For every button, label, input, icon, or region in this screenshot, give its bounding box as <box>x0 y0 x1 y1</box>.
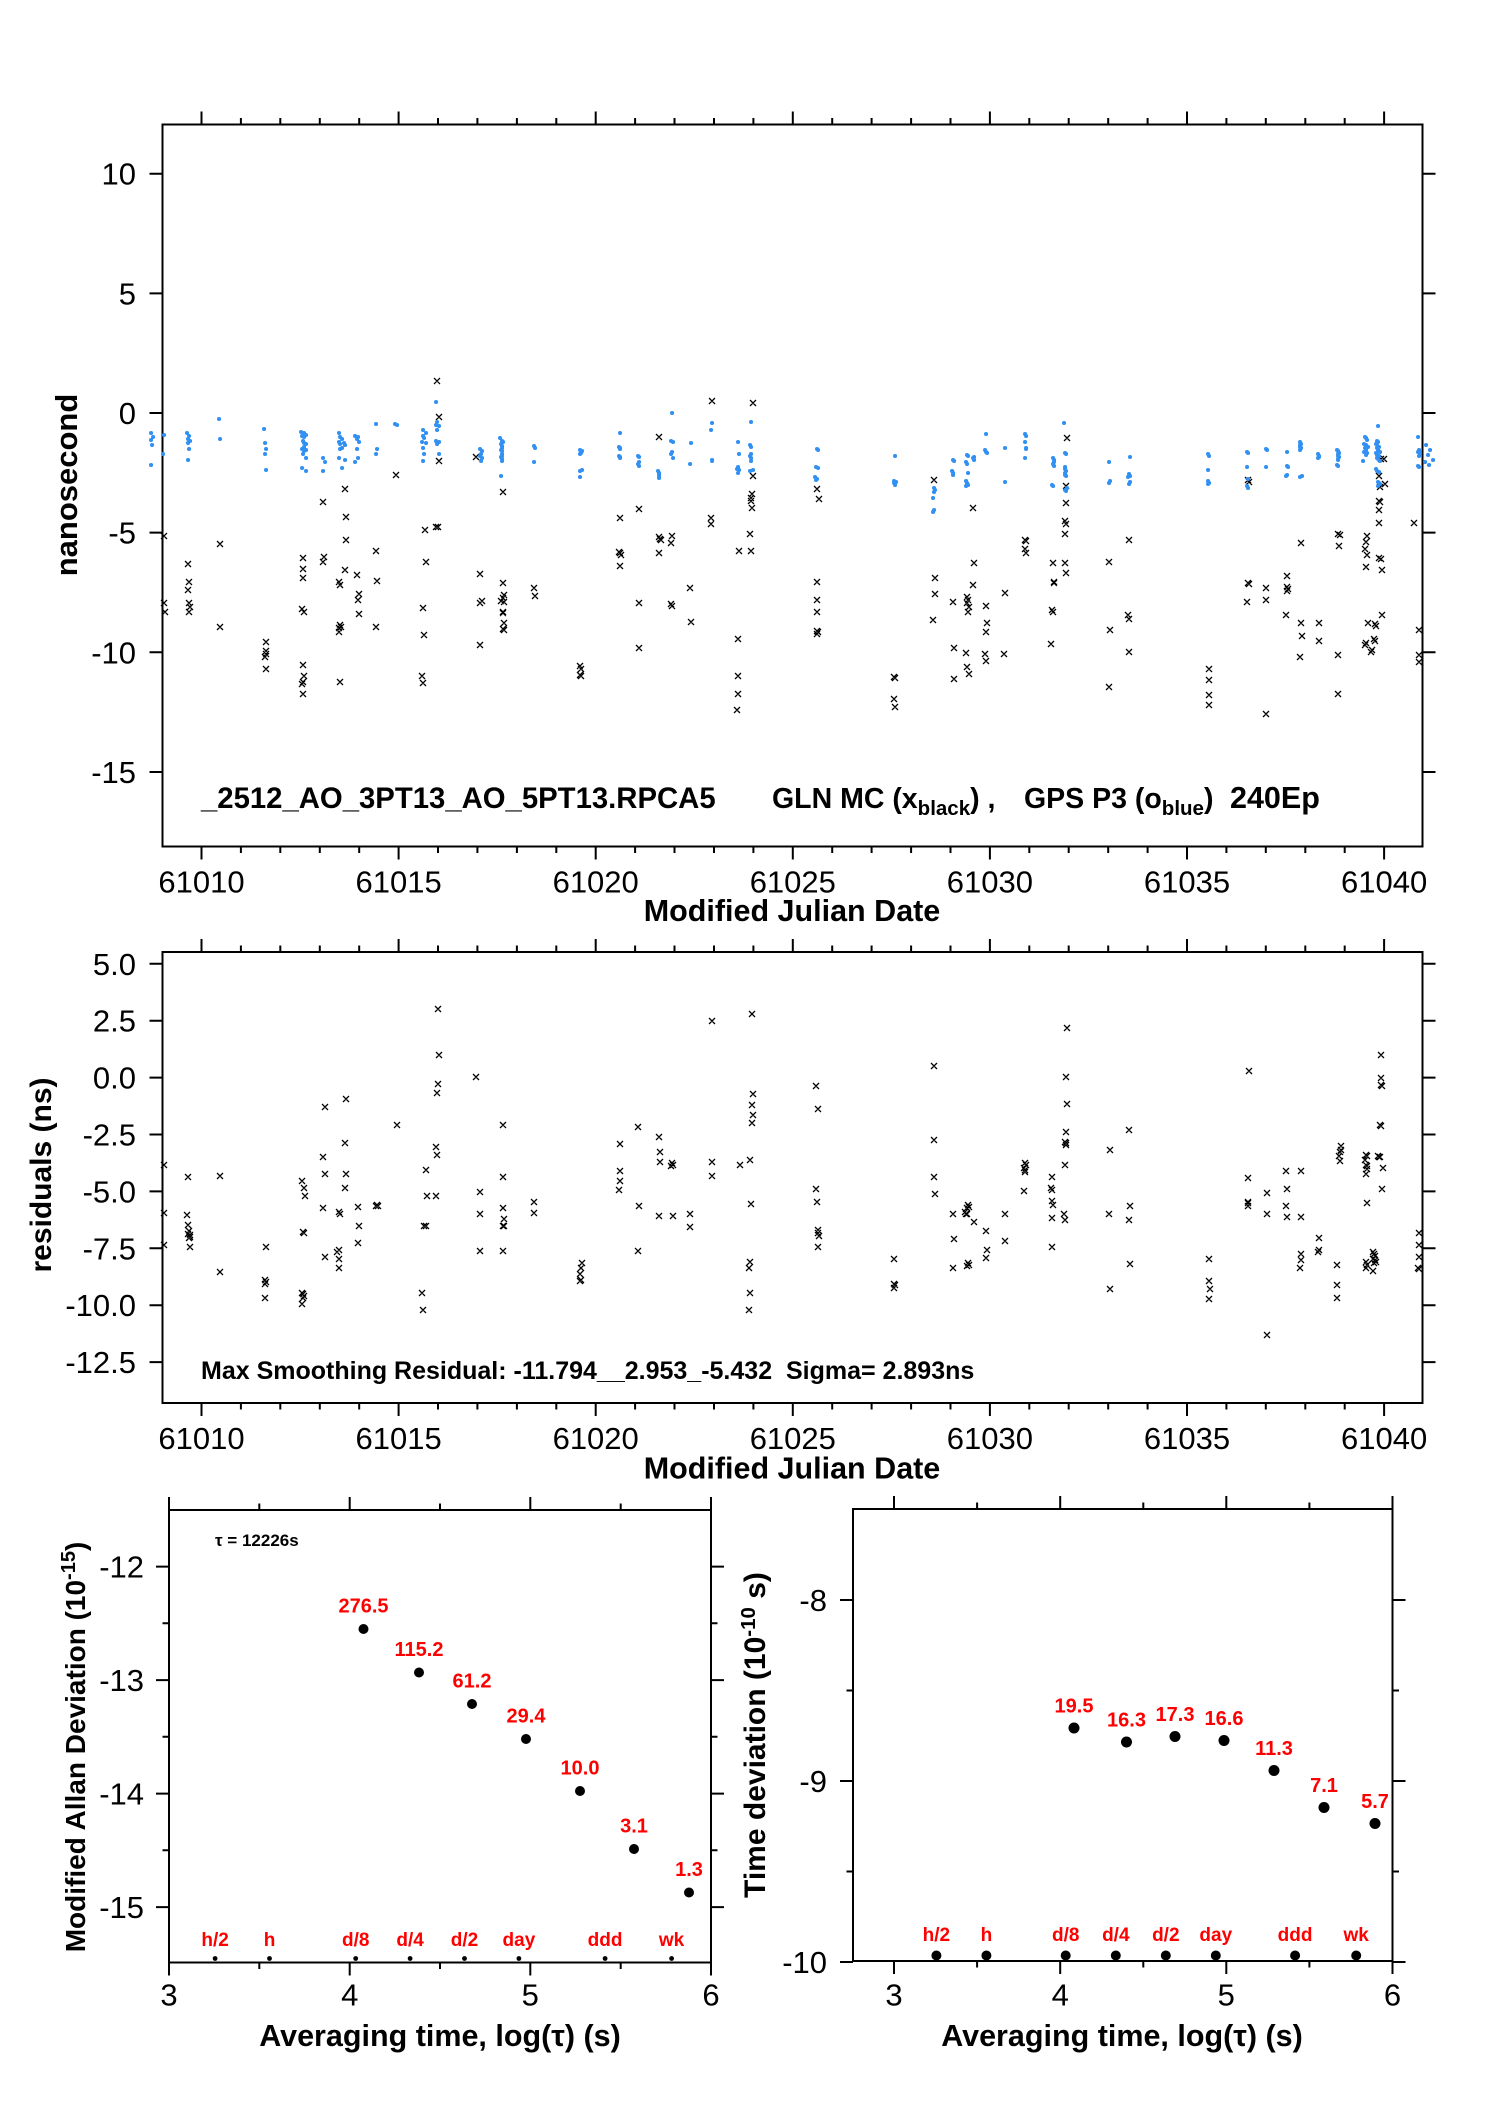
svg-text:-2.5: -2.5 <box>83 1118 136 1153</box>
svg-text:Modified Allan Deviation (10-1: Modified Allan Deviation (10-15) <box>58 1542 91 1953</box>
svg-text:10: 10 <box>102 157 136 192</box>
svg-text:240Ep: 240Ep <box>1230 781 1320 815</box>
svg-text:-9: -9 <box>799 1764 827 1799</box>
svg-text:2.5: 2.5 <box>93 1004 136 1039</box>
svg-text:-7.5: -7.5 <box>83 1231 136 1266</box>
svg-text:5.7: 5.7 <box>1361 1791 1389 1813</box>
svg-text:61015: 61015 <box>355 865 441 900</box>
svg-text:4: 4 <box>341 1978 358 2013</box>
svg-text:h: h <box>264 1930 276 1951</box>
svg-text:h/2: h/2 <box>201 1930 228 1951</box>
svg-text:residuals (ns): residuals (ns) <box>25 1077 58 1272</box>
svg-text:61010: 61010 <box>158 1421 244 1456</box>
svg-text:GLN MC (xblack) ,: GLN MC (xblack) , <box>772 783 995 820</box>
svg-text:-14: -14 <box>99 1777 144 1812</box>
svg-text:h/2: h/2 <box>923 1925 950 1946</box>
svg-text:61010: 61010 <box>158 865 244 900</box>
svg-text:61.2: 61.2 <box>453 1671 492 1693</box>
svg-text:d/2: d/2 <box>1152 1925 1179 1946</box>
svg-text:19.5: 19.5 <box>1055 1696 1094 1718</box>
svg-text:day: day <box>503 1930 536 1951</box>
svg-text:1.3: 1.3 <box>675 1859 703 1881</box>
svg-text:276.5: 276.5 <box>338 1596 388 1618</box>
svg-text:-5.0: -5.0 <box>83 1174 136 1209</box>
svg-text:Modified Julian Date: Modified Julian Date <box>644 894 941 928</box>
svg-text:-12.5: -12.5 <box>65 1345 136 1380</box>
svg-text:-10: -10 <box>782 1945 827 1980</box>
svg-text:h: h <box>981 1925 993 1946</box>
svg-text:d/8: d/8 <box>1052 1925 1079 1946</box>
svg-text:61040: 61040 <box>1341 1421 1427 1456</box>
svg-text:61020: 61020 <box>553 1421 639 1456</box>
svg-text:4: 4 <box>1052 1978 1069 2013</box>
svg-text:-8: -8 <box>799 1583 827 1618</box>
svg-text:0: 0 <box>119 396 136 431</box>
svg-text:Averaging time, log(τ) (s): Averaging time, log(τ) (s) <box>259 2019 621 2053</box>
svg-text:Modified Julian Date: Modified Julian Date <box>644 1452 941 1486</box>
svg-text:5.0: 5.0 <box>93 947 136 982</box>
svg-text:wk: wk <box>658 1930 685 1951</box>
svg-text:61015: 61015 <box>355 1421 441 1456</box>
svg-text:Max Smoothing Residual: -11.79: Max Smoothing Residual: -11.794__2.953_-… <box>201 1357 974 1385</box>
svg-text:_2512_AO_3PT13_AO_5PT13.RPCA5: _2512_AO_3PT13_AO_5PT13.RPCA5 <box>200 782 716 815</box>
svg-text:61035: 61035 <box>1144 1421 1230 1456</box>
svg-text:GPS P3 (oblue): GPS P3 (oblue) <box>1024 783 1213 820</box>
svg-text:-5: -5 <box>108 516 136 551</box>
svg-text:7.1: 7.1 <box>1310 1775 1338 1797</box>
svg-text:-12: -12 <box>99 1550 144 1585</box>
svg-text:nanosecond: nanosecond <box>49 394 84 577</box>
svg-text:ddd: ddd <box>588 1930 623 1951</box>
svg-text:-10.0: -10.0 <box>65 1288 136 1323</box>
svg-text:115.2: 115.2 <box>395 1639 444 1661</box>
svg-text:d/4: d/4 <box>1102 1925 1130 1946</box>
svg-text:3.1: 3.1 <box>620 1816 648 1838</box>
svg-text:-10: -10 <box>91 635 136 670</box>
svg-text:d/4: d/4 <box>396 1930 424 1951</box>
svg-text:5: 5 <box>1218 1978 1235 2013</box>
svg-text:-13: -13 <box>99 1663 144 1698</box>
svg-text:16.3: 16.3 <box>1107 1710 1146 1732</box>
svg-text:61020: 61020 <box>553 865 639 900</box>
svg-text:d/2: d/2 <box>451 1930 478 1951</box>
svg-text:5: 5 <box>522 1978 539 2013</box>
svg-text:61040: 61040 <box>1341 865 1427 900</box>
svg-text:day: day <box>1199 1925 1232 1946</box>
svg-text:d/8: d/8 <box>342 1930 369 1951</box>
svg-text:0.0: 0.0 <box>93 1061 136 1096</box>
svg-text:17.3: 17.3 <box>1156 1704 1195 1726</box>
svg-text:6: 6 <box>702 1978 719 2013</box>
svg-text:τ = 12226s: τ = 12226s <box>215 1531 299 1550</box>
svg-text:61035: 61035 <box>1144 865 1230 900</box>
svg-text:10.0: 10.0 <box>561 1758 600 1780</box>
svg-text:61030: 61030 <box>947 1421 1033 1456</box>
svg-text:61025: 61025 <box>750 1421 836 1456</box>
svg-text:61025: 61025 <box>750 865 836 900</box>
svg-text:3: 3 <box>160 1978 177 2013</box>
svg-text:wk: wk <box>1343 1925 1370 1946</box>
svg-text:ddd: ddd <box>1278 1925 1313 1946</box>
svg-text:5: 5 <box>119 276 136 311</box>
svg-text:61030: 61030 <box>947 865 1033 900</box>
svg-text:-15: -15 <box>99 1890 144 1925</box>
svg-text:11.3: 11.3 <box>1255 1738 1293 1760</box>
svg-text:29.4: 29.4 <box>507 1706 547 1728</box>
svg-text:3: 3 <box>885 1978 902 2013</box>
svg-text:16.6: 16.6 <box>1205 1708 1244 1730</box>
svg-text:6: 6 <box>1384 1978 1401 2013</box>
svg-text:Averaging time, log(τ) (s): Averaging time, log(τ) (s) <box>941 2019 1303 2053</box>
svg-text:-15: -15 <box>91 755 136 790</box>
